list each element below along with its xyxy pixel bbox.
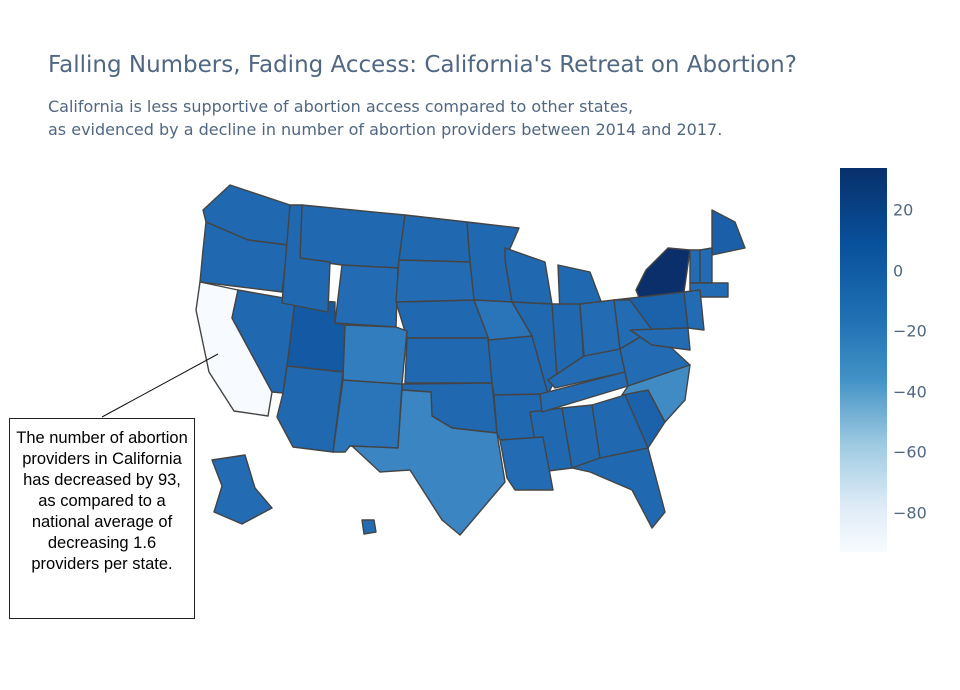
colorbar-tick-label: 20 bbox=[893, 200, 914, 220]
state-ia bbox=[473, 299, 533, 341]
state-wi bbox=[504, 247, 553, 305]
state-hi bbox=[361, 519, 377, 535]
state-mt bbox=[299, 204, 406, 269]
state-nm bbox=[332, 379, 403, 453]
colorbar-tick-label: 0 bbox=[893, 261, 904, 281]
subtitle-line-1: California is less supportive of abortio… bbox=[48, 97, 634, 116]
state-co bbox=[342, 324, 408, 385]
colorbar-tick-label: −20 bbox=[893, 321, 927, 341]
state-az bbox=[276, 365, 344, 453]
state-nc bbox=[621, 364, 691, 423]
state-wy bbox=[334, 264, 399, 328]
california-annotation: The number of abortion providers in Cali… bbox=[9, 418, 195, 619]
state-sd bbox=[395, 259, 475, 303]
colorbar-tick-label: −80 bbox=[893, 503, 927, 523]
state-ak bbox=[211, 454, 273, 525]
state-ks bbox=[404, 337, 493, 384]
state-la bbox=[499, 436, 554, 491]
state-id bbox=[281, 204, 331, 313]
colorbar bbox=[840, 168, 887, 552]
state-nh bbox=[699, 247, 713, 284]
state-fl bbox=[571, 447, 666, 529]
state-oh bbox=[579, 299, 621, 357]
state-or bbox=[199, 221, 289, 293]
state-me bbox=[711, 209, 746, 256]
state-vt bbox=[689, 249, 701, 284]
state-nd bbox=[398, 214, 471, 263]
state-md bbox=[629, 327, 691, 351]
state-tx bbox=[351, 389, 506, 536]
annotation-arrow bbox=[101, 353, 219, 418]
chart-title: Falling Numbers, Fading Access: Californ… bbox=[48, 52, 797, 78]
chart-subtitle: California is less supportive of abortio… bbox=[48, 95, 722, 141]
subtitle-line-2: as evidenced by a decline in number of a… bbox=[48, 120, 723, 139]
state-nj bbox=[683, 289, 705, 331]
colorbar-tick-label: −60 bbox=[893, 442, 927, 462]
colorbar-tick-label: −40 bbox=[893, 382, 927, 402]
